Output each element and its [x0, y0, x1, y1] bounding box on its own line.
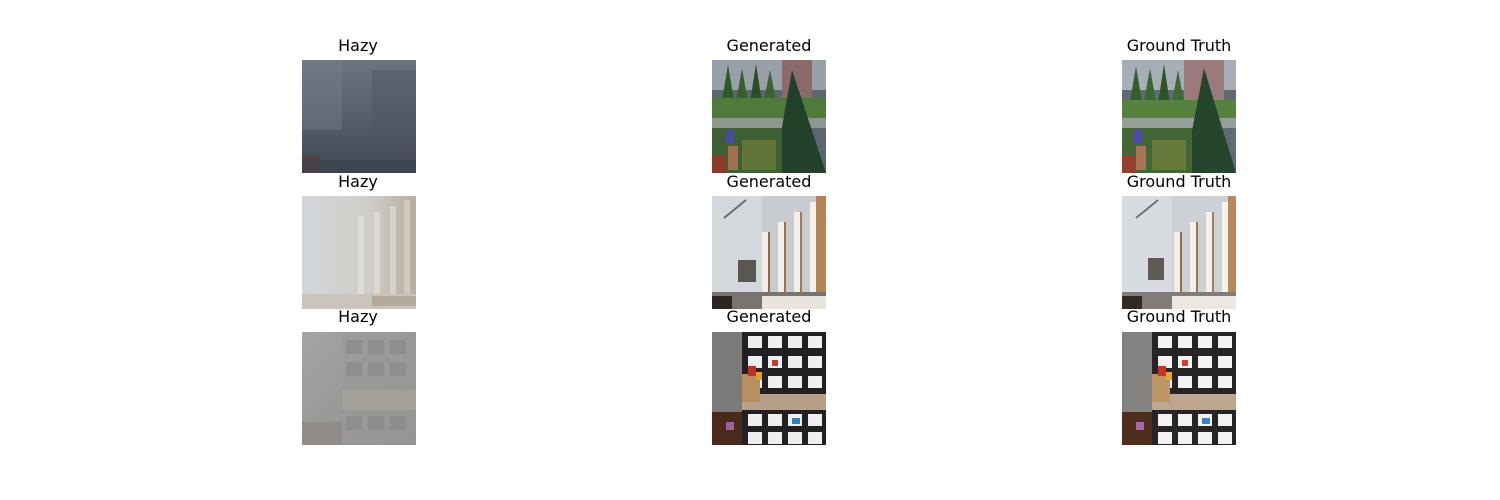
hazy-garden-image — [302, 60, 416, 173]
column-title-generated: Generated — [726, 172, 812, 191]
ground-truth-stairs-image — [1122, 196, 1236, 309]
generated-garden-image — [712, 60, 826, 173]
column-title-ground-truth: Ground Truth — [1126, 307, 1232, 326]
column-title-hazy: Hazy — [338, 172, 378, 191]
column-title-hazy: Hazy — [338, 36, 378, 55]
hazy-stairs-image — [302, 196, 416, 309]
hazy-shelves-image — [302, 332, 416, 445]
ground-truth-garden-image — [1122, 60, 1236, 173]
generated-shelves-image — [712, 332, 826, 445]
column-title-ground-truth: Ground Truth — [1126, 172, 1232, 191]
generated-stairs-image — [712, 196, 826, 309]
column-title-hazy: Hazy — [338, 307, 378, 326]
column-title-ground-truth: Ground Truth — [1126, 36, 1232, 55]
ground-truth-shelves-image — [1122, 332, 1236, 445]
column-title-generated: Generated — [726, 36, 812, 55]
column-title-generated: Generated — [726, 307, 812, 326]
